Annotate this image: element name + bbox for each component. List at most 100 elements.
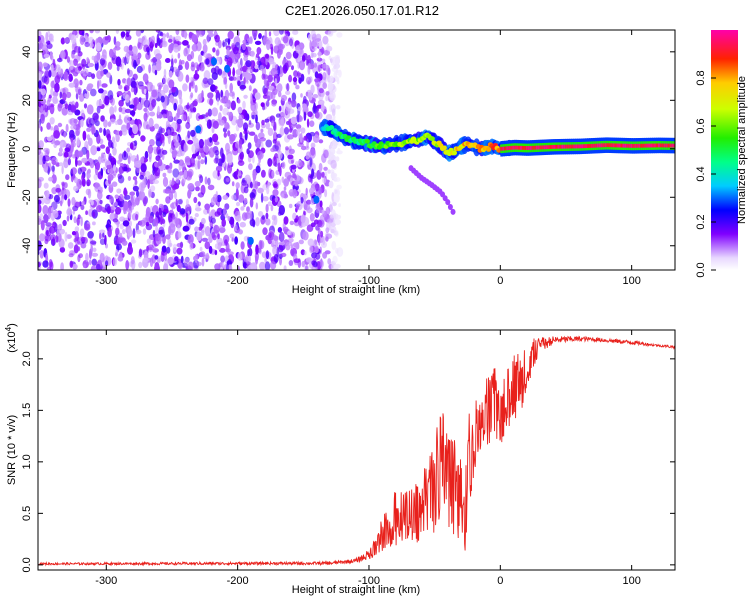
noise-blob xyxy=(305,154,310,160)
noise-blob xyxy=(224,203,230,210)
noise-blob xyxy=(45,252,48,261)
noise-blob xyxy=(256,150,264,160)
noise-blob xyxy=(116,118,123,126)
y-tick-label: 2.0 xyxy=(21,351,33,366)
spectrogram-plot-area xyxy=(38,30,675,270)
band-core xyxy=(610,143,614,148)
noise-blob xyxy=(290,244,294,250)
noise-blob xyxy=(81,200,86,206)
noise-blob xyxy=(105,260,109,267)
noise-blob xyxy=(314,239,318,245)
band-core xyxy=(504,146,507,151)
noise-blob xyxy=(255,202,258,210)
noise-blob xyxy=(295,215,299,222)
figure-title: C2E1.2026.050.17.01.R12 xyxy=(285,3,439,18)
noise-blob xyxy=(265,212,269,219)
noise-blob xyxy=(90,240,97,245)
noise-blob xyxy=(220,89,223,98)
noise-blob xyxy=(38,30,42,37)
noise-blob xyxy=(158,226,165,235)
ridge-core-blob xyxy=(364,138,371,144)
noise-blob xyxy=(187,234,194,245)
noise-blob xyxy=(72,205,79,212)
noise-blob xyxy=(223,206,227,217)
noise-blob xyxy=(145,52,151,60)
noise-blob xyxy=(253,134,258,144)
noise-blob xyxy=(151,101,156,109)
noise-blob xyxy=(196,30,200,38)
x-tick-label: 0 xyxy=(497,275,503,287)
branch-blob xyxy=(450,208,456,215)
noise-blob xyxy=(175,30,180,36)
x-tick-label: -300 xyxy=(95,275,117,287)
noise-blob xyxy=(171,202,174,211)
noise-blob xyxy=(102,166,106,171)
band-core xyxy=(563,144,566,149)
noise-blob xyxy=(329,75,334,83)
noise-blob xyxy=(157,236,165,242)
noise-blob xyxy=(207,177,211,186)
noise-blob xyxy=(161,245,167,253)
spectrogram-x-ticks: -300 -200 -100 0 100 xyxy=(95,30,641,287)
noise-blob xyxy=(127,228,133,238)
band-core xyxy=(535,145,539,150)
noise-blob xyxy=(214,34,220,43)
noise-blob xyxy=(296,113,300,123)
noise-blob xyxy=(227,251,234,256)
noise-blob xyxy=(242,43,246,51)
noise-blob xyxy=(80,204,85,211)
noise-blob xyxy=(161,40,168,48)
noise-blob xyxy=(291,250,295,256)
noise-blob xyxy=(298,239,304,245)
noise-blob xyxy=(187,189,192,199)
noise-blob xyxy=(123,200,129,211)
noise-peak-blob xyxy=(313,195,320,204)
noise-blob xyxy=(79,93,85,102)
band-core xyxy=(622,143,626,148)
noise-blob xyxy=(211,126,215,134)
noise-blob xyxy=(93,174,98,181)
noise-blob xyxy=(249,211,253,221)
noise-blob xyxy=(239,221,246,228)
noise-blob xyxy=(267,201,272,207)
noise-blob xyxy=(210,217,216,224)
noise-blob xyxy=(288,237,294,243)
noise-blob xyxy=(290,164,297,170)
noise-blob xyxy=(152,229,156,238)
noise-blob xyxy=(66,234,72,240)
noise-blob xyxy=(265,250,270,260)
noise-blob xyxy=(305,257,313,263)
noise-blob xyxy=(184,30,187,39)
noise-blob xyxy=(63,37,70,43)
noise-blob xyxy=(99,232,102,240)
noise-blob xyxy=(79,35,85,46)
noise-blob xyxy=(176,204,181,213)
noise-blob xyxy=(71,34,77,45)
noise-blob xyxy=(142,217,148,224)
noise-blob xyxy=(173,183,180,190)
noise-blob xyxy=(327,81,334,92)
noise-blob xyxy=(90,199,94,206)
noise-blob xyxy=(116,243,122,251)
noise-blob xyxy=(246,148,250,155)
noise-blob xyxy=(333,64,337,70)
noise-blob xyxy=(160,215,163,225)
noise-blob xyxy=(229,233,235,239)
noise-blob xyxy=(74,109,81,116)
noise-blob xyxy=(324,189,328,198)
noise-blob xyxy=(285,51,292,60)
noise-blob xyxy=(329,94,336,99)
noise-blob xyxy=(55,187,61,193)
noise-blob xyxy=(182,83,188,92)
noise-blob xyxy=(53,142,57,148)
noise-blob xyxy=(309,187,315,195)
noise-blob xyxy=(155,53,163,60)
noise-blob xyxy=(306,199,312,205)
noise-blob xyxy=(127,155,131,165)
noise-blob xyxy=(184,61,190,70)
noise-blob xyxy=(300,196,304,204)
noise-blob xyxy=(53,130,60,139)
noise-blob xyxy=(235,119,242,124)
noise-blob xyxy=(260,102,265,108)
noise-blob xyxy=(149,257,154,268)
